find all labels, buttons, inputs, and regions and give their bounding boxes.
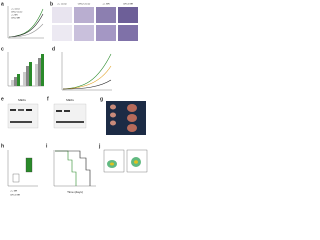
well <box>74 7 94 23</box>
tumor <box>110 120 116 126</box>
survival-curve <box>55 150 77 186</box>
legend-entry: +/+ MR <box>10 191 18 193</box>
tumor <box>110 104 116 110</box>
panel-label: c <box>1 46 4 52</box>
bar <box>23 72 26 86</box>
column-label: CHC2 vector <box>78 3 91 6</box>
well <box>52 7 72 23</box>
tumor-photo <box>106 101 146 135</box>
panel-label: d <box>52 46 55 52</box>
tumor <box>127 114 137 122</box>
bars <box>11 54 44 86</box>
well <box>118 7 138 23</box>
well-images <box>52 7 138 41</box>
band <box>10 121 32 123</box>
panel-label: e <box>1 96 4 102</box>
flow-plots <box>103 149 148 173</box>
panel-title: MEFs <box>18 98 26 102</box>
curve <box>8 13 44 38</box>
panel-label: g <box>100 96 103 102</box>
blot <box>7 103 39 129</box>
figure: a +/+ vector CHC2 vector +/+ MR CHC2 MR … <box>1 1 148 197</box>
band <box>26 109 32 111</box>
western-blot <box>7 103 39 129</box>
western-blot <box>53 103 87 129</box>
panel-label: i <box>46 143 48 149</box>
column-label: CHC2 MR <box>123 4 133 6</box>
axes <box>53 150 96 187</box>
curve <box>8 23 44 38</box>
bar <box>11 80 14 86</box>
band <box>56 121 84 123</box>
legend-entry: +/+ vector <box>11 8 20 11</box>
cell-cloud <box>110 162 114 166</box>
bar <box>26 66 29 86</box>
well <box>96 25 116 41</box>
well <box>96 7 116 23</box>
legend-entry: CHC2 MR <box>10 195 20 197</box>
panel-label: b <box>50 1 53 7</box>
column-label: +/+ MR <box>102 4 110 6</box>
x-axis-label: Time (days) <box>67 190 83 194</box>
well <box>118 25 138 41</box>
well <box>52 25 72 41</box>
band <box>18 109 24 111</box>
box <box>25 157 33 173</box>
band <box>10 109 16 111</box>
bar <box>35 64 38 86</box>
tumor <box>127 124 137 132</box>
box <box>12 173 20 183</box>
bar <box>17 74 20 86</box>
panel-title: MEFs <box>66 98 74 102</box>
band <box>64 110 70 112</box>
tumor <box>127 104 137 112</box>
panel-label: a <box>1 1 4 7</box>
band <box>56 110 62 112</box>
bar <box>14 77 17 86</box>
legend-entry: +/+ MR <box>11 15 18 17</box>
axes <box>7 6 44 39</box>
cell-cloud <box>134 160 138 164</box>
legend-entry: CHC2 vector <box>11 11 23 14</box>
bar <box>29 62 32 86</box>
column-label: +/+ vector <box>57 3 67 6</box>
survival-curve <box>55 150 91 186</box>
axes <box>61 52 112 91</box>
curve <box>62 79 112 90</box>
axes <box>7 150 38 187</box>
panel-label: j <box>98 143 101 149</box>
bar <box>41 54 44 86</box>
panel-label: h <box>1 143 4 149</box>
panel-label: f <box>47 96 49 102</box>
bar <box>38 58 41 86</box>
tumor <box>110 112 116 118</box>
blot <box>53 103 87 129</box>
legend-entry: CHC2 MR <box>11 18 21 20</box>
well <box>74 25 94 41</box>
curve <box>62 65 112 90</box>
